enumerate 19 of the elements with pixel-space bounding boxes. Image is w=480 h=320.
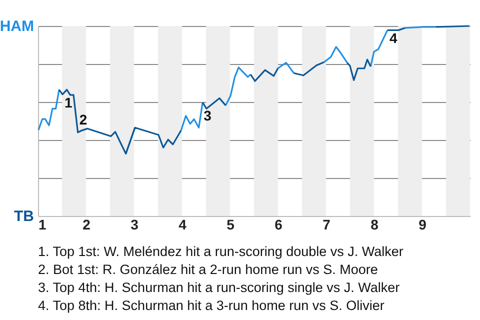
annotation: 2 bbox=[79, 112, 88, 128]
x-tick-label: 6 bbox=[274, 216, 283, 232]
x-tick-label: 2 bbox=[82, 216, 91, 232]
x-tick-label: 5 bbox=[226, 216, 235, 232]
annotation: 3 bbox=[204, 108, 212, 124]
annotation: 1 bbox=[64, 94, 72, 110]
x-tick-label: 8 bbox=[370, 216, 379, 232]
text: HAM bbox=[0, 18, 34, 35]
text: 3. Top 4th: H. Schurman hit a run-scoring single vs J. Walker bbox=[38, 279, 401, 297]
text: 1. Top 1st: W. Meléndez hit a run-scoring double vs J. Walker bbox=[38, 243, 404, 261]
x-tick-label: 4 bbox=[178, 216, 187, 232]
text: 2. Bot 1st: R. González hit a 2-run home run vs S. Moore bbox=[38, 261, 379, 279]
annotation: 4 bbox=[389, 30, 398, 46]
text: TB bbox=[14, 208, 34, 225]
x-tick-label: 7 bbox=[322, 216, 331, 232]
x-tick-label: 1 bbox=[38, 216, 46, 232]
text: 4. Top 8th: H. Schurman hit a 3-run home run vs S. Olivier bbox=[38, 297, 386, 315]
x-tick-label: 9 bbox=[418, 216, 427, 232]
x-tick-label: 3 bbox=[130, 216, 139, 232]
